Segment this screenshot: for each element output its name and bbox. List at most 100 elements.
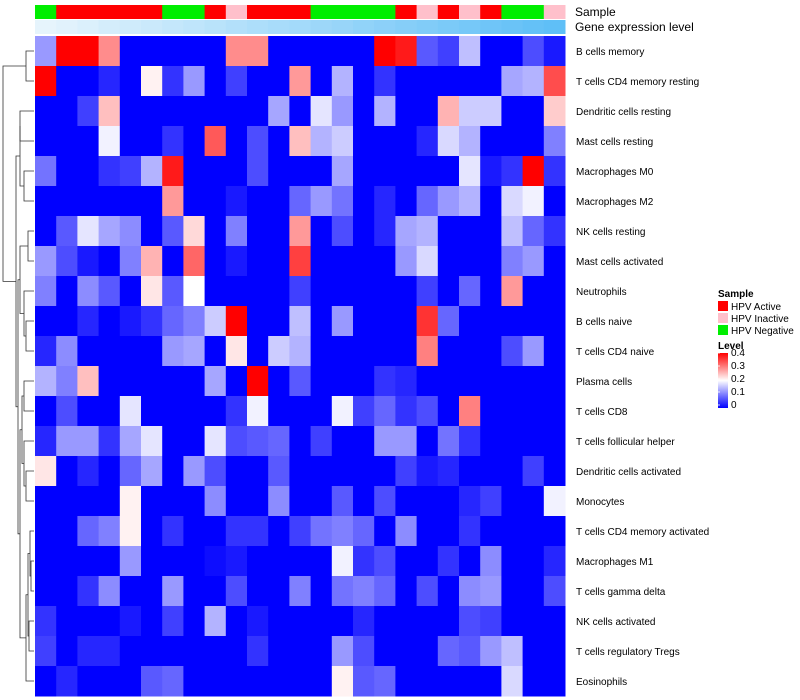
heatmap-cell bbox=[247, 306, 269, 337]
heatmap-cell bbox=[141, 486, 163, 517]
heatmap-cell bbox=[310, 606, 333, 637]
heatmap-cell bbox=[437, 156, 460, 187]
heatmap-cell bbox=[77, 126, 100, 157]
sample-annotation-cell bbox=[247, 5, 269, 19]
heatmap-cell bbox=[501, 606, 524, 637]
heatmap-cell bbox=[480, 516, 502, 547]
heatmap-cell bbox=[416, 606, 439, 637]
heatmap-cell bbox=[98, 456, 121, 487]
heatmap-cell bbox=[374, 396, 396, 427]
heatmap-cell bbox=[501, 66, 524, 97]
heatmap-cell bbox=[56, 246, 78, 277]
heatmap-cell bbox=[247, 276, 269, 307]
heatmap-cell bbox=[480, 636, 502, 667]
heatmap-cell bbox=[543, 636, 566, 667]
heatmap-cell bbox=[183, 306, 206, 337]
heatmap-cell bbox=[268, 546, 290, 577]
row-label: Macrophages M1 bbox=[576, 557, 654, 568]
heatmap-cell bbox=[56, 576, 78, 607]
dendrogram-branch bbox=[25, 594, 34, 682]
heatmap-cell bbox=[416, 126, 439, 157]
gene-expression-cell bbox=[98, 20, 121, 34]
heatmap-cell bbox=[437, 486, 460, 517]
heatmap-cell bbox=[310, 576, 333, 607]
heatmap-cell bbox=[162, 366, 184, 397]
heatmap-cell bbox=[289, 216, 312, 247]
heatmap-cell bbox=[141, 606, 163, 637]
heatmap-cell bbox=[35, 576, 57, 607]
heatmap-cell bbox=[268, 666, 290, 697]
row-label: B cells memory bbox=[576, 47, 644, 58]
heatmap-cell bbox=[98, 516, 121, 547]
heatmap-cell bbox=[543, 666, 566, 697]
heatmap-cell bbox=[395, 216, 418, 247]
heatmap-cell bbox=[204, 186, 227, 217]
heatmap-cell bbox=[225, 96, 248, 127]
heatmap-cell bbox=[162, 636, 184, 667]
heatmap-cell bbox=[353, 666, 375, 697]
heatmap-cell bbox=[204, 666, 227, 697]
heatmap-cell bbox=[183, 366, 206, 397]
heatmap-cell bbox=[416, 246, 439, 277]
heatmap-cell bbox=[459, 216, 481, 247]
legend-tick-label: 0.3 bbox=[731, 361, 745, 372]
heatmap-cell bbox=[247, 606, 269, 637]
heatmap-cell bbox=[374, 456, 396, 487]
heatmap-cell bbox=[204, 246, 227, 277]
heatmap-cell bbox=[543, 96, 566, 127]
heatmap-cell bbox=[204, 156, 227, 187]
legend-tick-label: 0.2 bbox=[731, 374, 745, 385]
heatmap-cell bbox=[331, 666, 354, 697]
heatmap-cell bbox=[183, 576, 206, 607]
heatmap-cell bbox=[289, 666, 312, 697]
heatmap-cell bbox=[183, 666, 206, 697]
dendrogram-branch bbox=[30, 560, 34, 592]
heatmap-cell bbox=[289, 186, 312, 217]
heatmap-cell bbox=[268, 366, 290, 397]
heatmap-cell bbox=[416, 336, 439, 367]
heatmap-cell bbox=[247, 666, 269, 697]
heatmap-cell bbox=[459, 96, 481, 127]
heatmap-cell bbox=[56, 456, 78, 487]
heatmap-cell bbox=[459, 306, 481, 337]
heatmap-cell bbox=[162, 216, 184, 247]
heatmap-cell bbox=[459, 366, 481, 397]
heatmap-cell bbox=[353, 126, 375, 157]
heatmap-cell bbox=[374, 486, 396, 517]
dendrogram-branch bbox=[25, 470, 34, 502]
heatmap-cell bbox=[289, 366, 312, 397]
heatmap-cell bbox=[501, 636, 524, 667]
heatmap-cell bbox=[522, 366, 545, 397]
heatmap-cell bbox=[480, 456, 502, 487]
heatmap-cell bbox=[98, 96, 121, 127]
heatmap-cell bbox=[225, 276, 248, 307]
heatmap-cell bbox=[268, 186, 290, 217]
heatmap-cell bbox=[501, 96, 524, 127]
heatmap-cell bbox=[162, 426, 184, 457]
heatmap-cell bbox=[353, 66, 375, 97]
heatmap-cell bbox=[353, 636, 375, 667]
heatmap-cell bbox=[183, 636, 206, 667]
heatmap-cell bbox=[353, 156, 375, 187]
gene-expression-cell bbox=[289, 20, 312, 34]
heatmap-cell bbox=[395, 606, 418, 637]
legend-tick-label: 0.1 bbox=[731, 387, 745, 398]
heatmap-cell bbox=[353, 546, 375, 577]
heatmap-cell bbox=[331, 306, 354, 337]
gene-expression-cell bbox=[480, 20, 502, 34]
heatmap-cell bbox=[98, 606, 121, 637]
heatmap-cell bbox=[162, 606, 184, 637]
heatmap-cell bbox=[310, 126, 333, 157]
heatmap-cell bbox=[395, 486, 418, 517]
heatmap-cell bbox=[480, 156, 502, 187]
gene-expression-cell bbox=[501, 20, 524, 34]
heatmap-cell bbox=[522, 576, 545, 607]
heatmap-cell bbox=[395, 666, 418, 697]
heatmap-cell bbox=[225, 516, 248, 547]
heatmap-cell bbox=[98, 336, 121, 367]
heatmap-cell bbox=[141, 306, 163, 337]
gene-expression-cell bbox=[119, 20, 142, 34]
heatmap-cell bbox=[459, 666, 481, 697]
heatmap-cell bbox=[247, 246, 269, 277]
row-label: Mast cells activated bbox=[576, 257, 663, 268]
